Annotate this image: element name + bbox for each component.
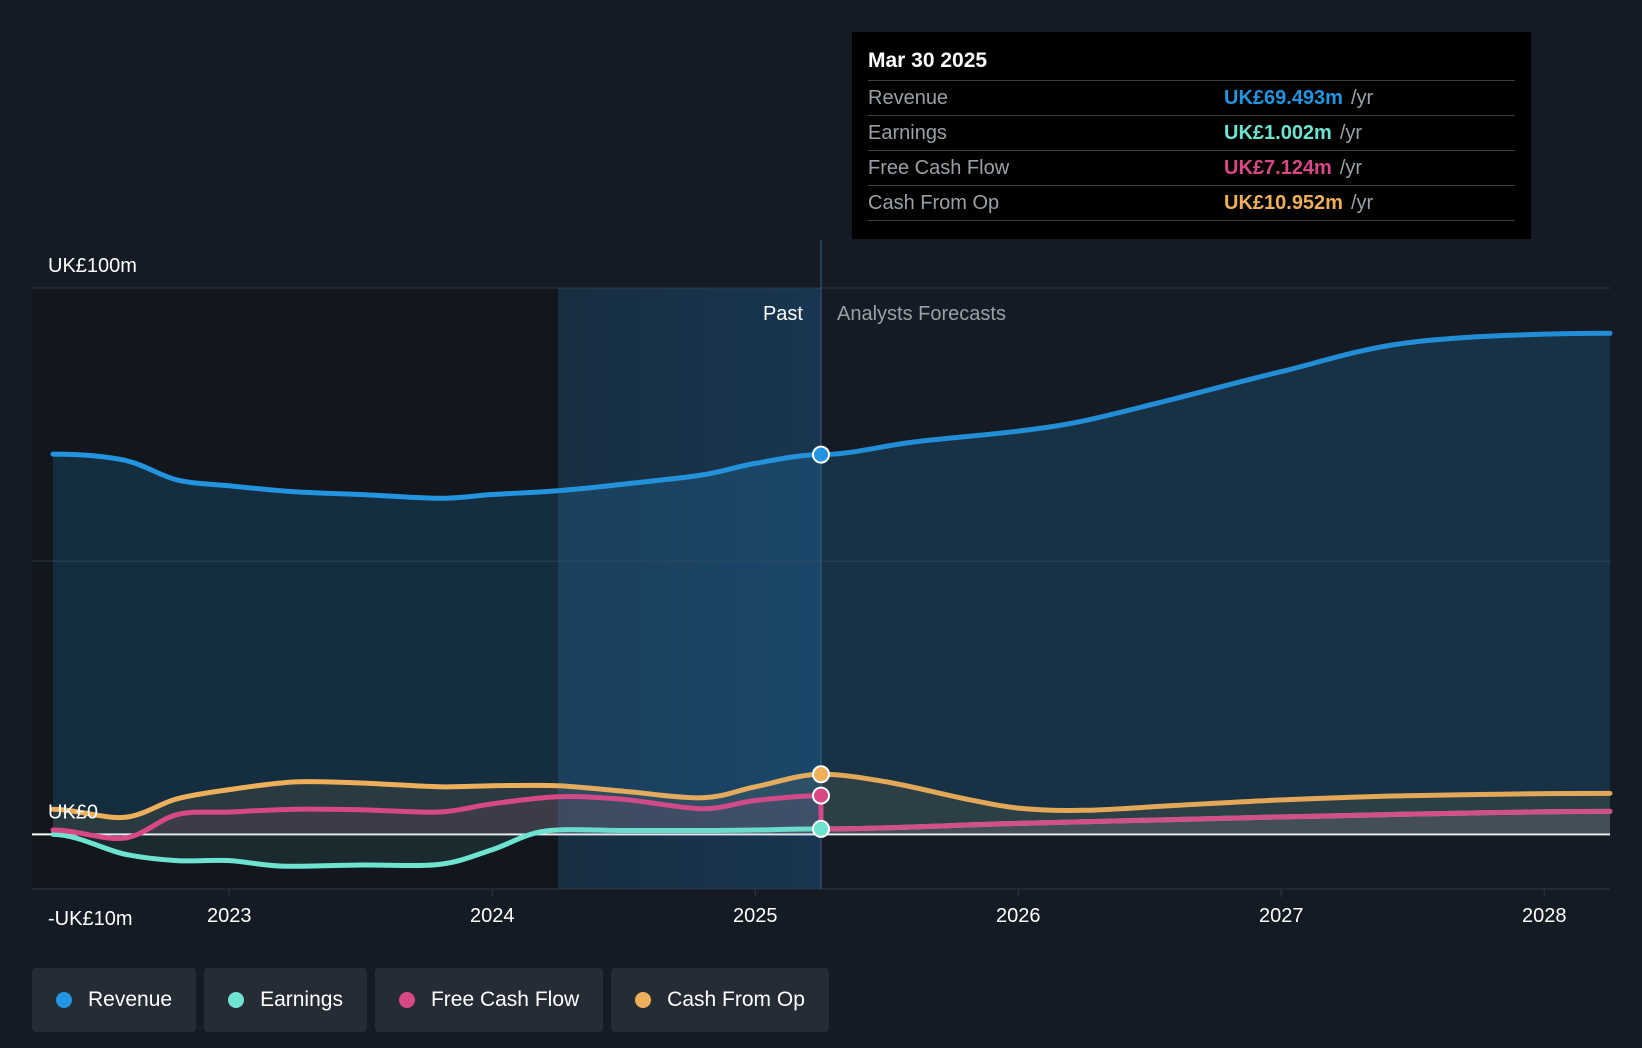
tooltip-label: Free Cash Flow [868, 157, 1010, 179]
x-tick-label: 2024 [470, 905, 515, 927]
line-free-cash-flow-past [50, 793, 824, 842]
legend-item-cash-from-op[interactable]: Cash From Op [611, 968, 829, 1032]
line-revenue-past [50, 451, 824, 501]
legend-label: Earnings [260, 988, 343, 1011]
past-label: Past [763, 303, 803, 325]
legend-item-revenue[interactable]: Revenue [32, 968, 197, 1032]
tooltip-unit: /yr [1350, 192, 1374, 214]
line-revenue-forecast [818, 330, 1613, 458]
tooltip-label: Earnings [868, 122, 947, 144]
tooltip-row-cash-from-op: Cash From Op UK£10.952m /yr [868, 185, 1515, 221]
legend-item-earnings[interactable]: Earnings [204, 968, 367, 1032]
tooltip-value: UK£1.002m [1224, 122, 1332, 144]
tooltip-value: UK£69.493m [1224, 87, 1343, 109]
legend-dot-icon [228, 992, 245, 1008]
marker-free-cash-flow [812, 786, 830, 805]
y-tick-label: -UK£10m [48, 908, 132, 930]
tooltip-row-revenue: Revenue UK£69.493m /yr [868, 80, 1515, 115]
forecast-label: Analysts Forecasts [837, 303, 1006, 325]
y-tick-label: UK£100m [48, 255, 137, 277]
legend-dot-icon [398, 992, 415, 1008]
x-tick-label: 2025 [733, 905, 778, 927]
series-lines [50, 288, 1613, 889]
highlight-overlay [558, 288, 821, 889]
legend-label: Revenue [88, 988, 173, 1011]
tooltip-unit: /yr [1339, 122, 1363, 144]
area-revenue [53, 333, 1610, 835]
line-earnings-past [50, 826, 824, 869]
tooltip-value: UK£10.952m [1224, 192, 1343, 214]
tooltip-label: Cash From Op [868, 192, 1000, 214]
chart-legend: Revenue Earnings Free Cash Flow Cash Fro… [32, 968, 829, 1032]
y-tick-label: UK£0 [48, 801, 98, 823]
marker-cash-from-op [812, 765, 830, 784]
tooltip-row-earnings: Earnings UK£1.002m /yr [868, 115, 1515, 150]
legend-label: Free Cash Flow [430, 988, 580, 1011]
line-cash-from-op-forecast [818, 771, 1613, 813]
axis-labels: UK£100m UK£0 -UK£10m Past Analysts Forecasts… [48, 255, 1567, 930]
tooltip-unit: /yr [1339, 157, 1363, 179]
legend-dot-icon [635, 992, 652, 1008]
tooltip-label: Revenue [868, 87, 949, 109]
legend-label: Cash From Op [667, 988, 805, 1011]
marker-earnings [812, 819, 830, 838]
tooltip-value: UK£7.124m [1224, 157, 1332, 179]
tooltip-unit: /yr [1350, 87, 1374, 109]
legend-item-free-cash-flow[interactable]: Free Cash Flow [374, 968, 604, 1032]
x-tick-label: 2026 [996, 905, 1041, 927]
series-areas [53, 333, 1610, 867]
x-tick-label: 2028 [1522, 905, 1567, 927]
chart-tooltip: Mar 30 2025 Revenue UK£69.493m /yr Earni… [852, 32, 1531, 239]
line-free-cash-flow-forecast [818, 793, 1613, 832]
area-free-cash-flow [53, 795, 1610, 839]
tooltip-date: Mar 30 2025 [868, 49, 988, 72]
area-earnings [53, 811, 1610, 867]
x-tick-label: 2023 [207, 905, 252, 927]
marker-revenue [812, 445, 830, 464]
x-tick-label: 2027 [1259, 905, 1304, 927]
hover-markers [812, 445, 830, 838]
legend-dot-icon [56, 992, 72, 1008]
line-cash-from-op-past [50, 771, 824, 821]
tooltip-row-free-cash-flow: Free Cash Flow UK£7.124m /yr [868, 150, 1515, 185]
chart-background-layer [32, 288, 821, 889]
